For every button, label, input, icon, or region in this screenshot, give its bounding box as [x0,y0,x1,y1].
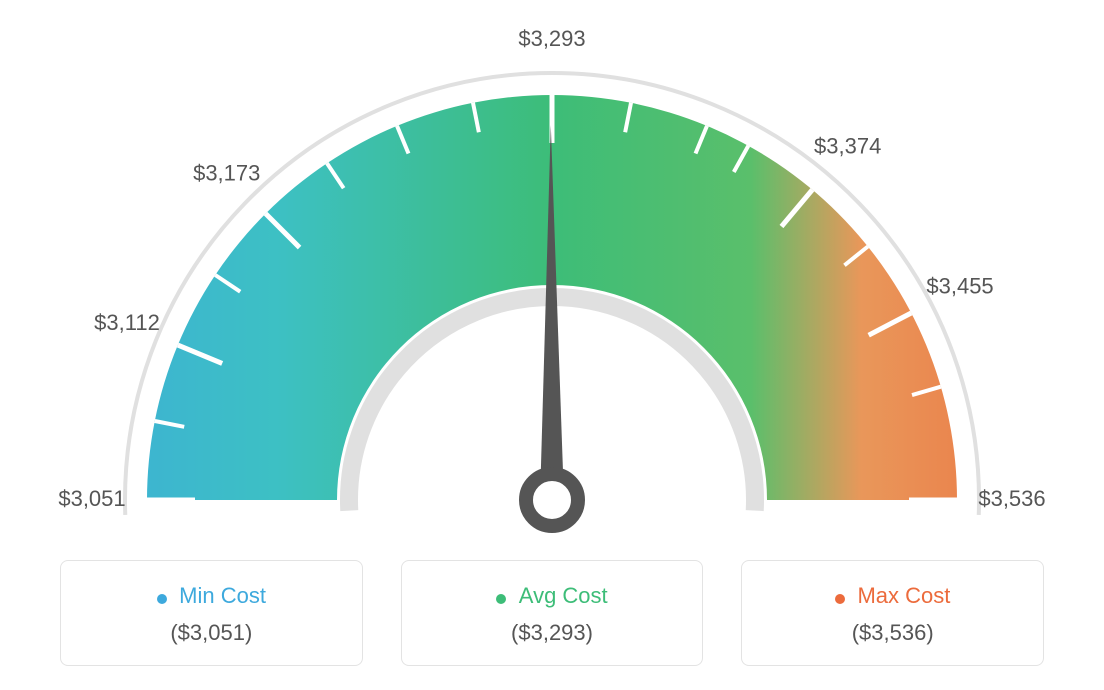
svg-text:$3,112: $3,112 [94,310,160,335]
gauge-chart: $3,051 $3,112 $3,173 $3,293 $3,374 $3,455 $3,5… [0,0,1104,560]
legend-value-min: ($3,051) [71,616,352,649]
dot-icon [496,594,506,604]
legend-value-avg: ($3,293) [412,616,693,649]
dot-icon [157,594,167,604]
svg-text:$3,536: $3,536 [978,486,1045,511]
dot-icon [835,594,845,604]
svg-text:$3,455: $3,455 [926,273,993,298]
legend-card-min: Min Cost ($3,051) [60,560,363,666]
legend-label-min: Min Cost [179,579,266,612]
gauge-svg: $3,051 $3,112 $3,173 $3,293 $3,374 $3,455 $3,5… [0,0,1104,560]
legend-value-max: ($3,536) [752,616,1033,649]
svg-text:$3,051: $3,051 [58,486,125,511]
svg-text:$3,374: $3,374 [814,133,881,158]
legend-card-max: Max Cost ($3,536) [741,560,1044,666]
legend-label-avg: Avg Cost [519,579,608,612]
svg-text:$3,173: $3,173 [193,161,260,186]
legend-label-max: Max Cost [857,579,950,612]
legend-card-avg: Avg Cost ($3,293) [401,560,704,666]
svg-text:$3,293: $3,293 [518,26,585,51]
legend-row: Min Cost ($3,051) Avg Cost ($3,293) Max … [0,560,1104,666]
